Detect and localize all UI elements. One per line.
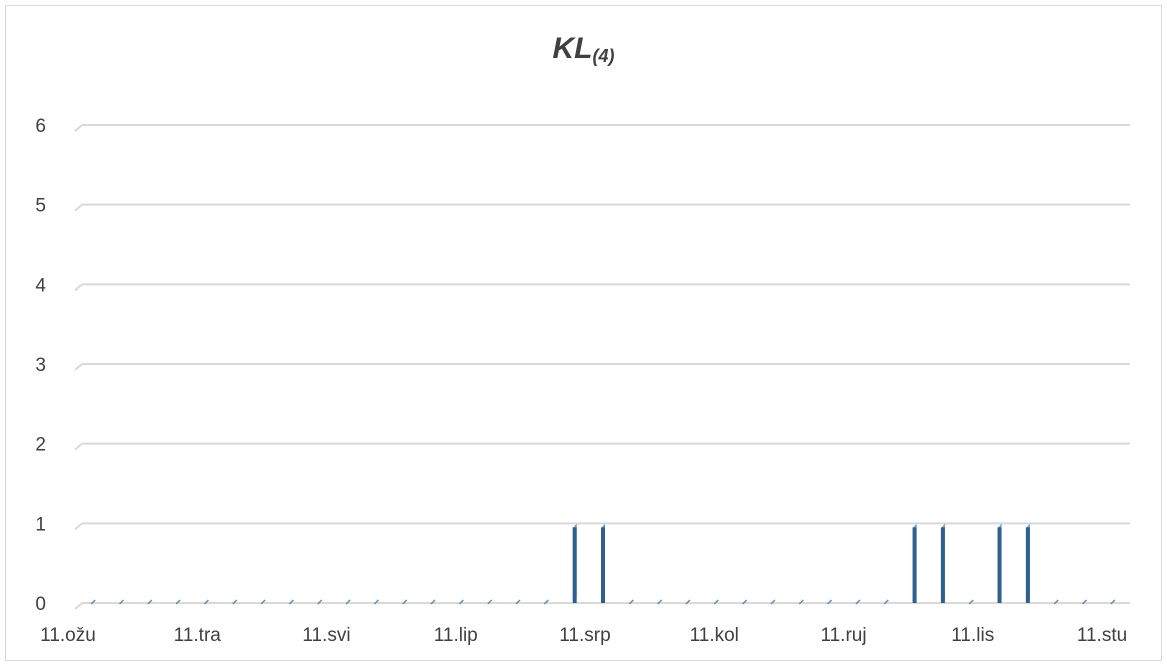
- bar: [685, 599, 691, 605]
- x-tick-label: 11.svi: [302, 625, 350, 646]
- bar: [657, 599, 663, 605]
- bar: [90, 599, 96, 605]
- gridline-edge: [74, 124, 83, 132]
- bar: [1025, 527, 1030, 603]
- gridline-edge: [74, 442, 83, 451]
- bar: [628, 599, 634, 605]
- bar: [1081, 599, 1088, 605]
- bar: [430, 599, 436, 605]
- gridline-edge: [74, 602, 83, 610]
- y-tick-label: 3: [35, 355, 46, 376]
- bar: [232, 599, 238, 605]
- gridline-edge: [74, 283, 83, 292]
- chart-title: KL(4): [0, 32, 1167, 66]
- bar: [515, 599, 521, 605]
- bar: [345, 599, 351, 605]
- bar: [288, 599, 294, 605]
- bar: [912, 527, 917, 603]
- y-tick-label: 6: [35, 116, 46, 137]
- bar: [203, 599, 209, 605]
- y-tick-label: 1: [35, 514, 46, 535]
- bar: [827, 599, 833, 605]
- x-tick-label: 11.ožu: [40, 625, 96, 646]
- gridline-edge: [74, 203, 83, 212]
- y-tick-label: 5: [35, 196, 46, 217]
- bar: [713, 599, 719, 605]
- chart-title-main: KL: [552, 32, 593, 65]
- bar: [770, 599, 776, 605]
- bar: [260, 599, 266, 605]
- bar: [968, 599, 974, 605]
- bar: [373, 599, 379, 605]
- bar: [175, 599, 181, 605]
- x-tick-label: 11.tra: [174, 625, 222, 646]
- bar: [317, 599, 323, 605]
- bar: [855, 599, 861, 605]
- x-tick-label: 11.lip: [434, 625, 478, 646]
- x-tick-label: 11.kol: [690, 625, 739, 646]
- y-tick-label: 4: [35, 275, 46, 296]
- y-tick-label: 2: [35, 435, 46, 456]
- bar: [601, 527, 605, 603]
- bar: [940, 527, 945, 603]
- bar: [1053, 599, 1059, 605]
- y-tick-label: 0: [35, 594, 46, 615]
- bar: [1110, 599, 1116, 605]
- bar: [742, 599, 748, 605]
- bar: [118, 599, 125, 605]
- chart-frame: [5, 5, 1162, 661]
- bar: [997, 527, 1002, 603]
- bar: [147, 599, 153, 605]
- x-tick-label: 11.srp: [559, 625, 610, 646]
- x-tick-label: 11.stu: [1077, 625, 1127, 646]
- bar: [487, 599, 493, 605]
- bar: [402, 599, 408, 605]
- bar: [798, 599, 804, 605]
- gridline-edge: [74, 522, 83, 531]
- bar: [458, 599, 464, 605]
- bar: [572, 527, 577, 603]
- x-tick-label: 11.lis: [951, 625, 994, 646]
- bar: [883, 599, 889, 605]
- x-tick-label: 11.ruj: [820, 625, 866, 646]
- bar: [543, 599, 549, 605]
- gridline-edge: [74, 363, 83, 371]
- chart-title-subscript: (4): [592, 46, 615, 66]
